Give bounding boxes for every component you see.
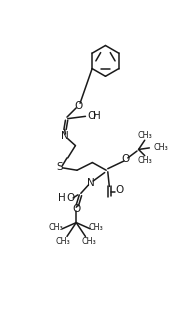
Text: CH₃: CH₃ [82,237,97,246]
Text: O: O [67,193,75,203]
Text: CH₃: CH₃ [137,156,152,165]
Text: H: H [93,111,101,121]
Text: O: O [74,100,83,111]
Text: O: O [72,204,80,214]
Text: N: N [87,178,95,187]
Text: CH₃: CH₃ [49,223,64,232]
Text: S: S [56,162,63,172]
Text: CH₃: CH₃ [137,131,152,140]
Text: O: O [121,154,130,164]
Text: O: O [87,111,95,121]
Text: O: O [115,185,123,195]
Text: H: H [58,193,65,203]
Text: N: N [61,131,69,141]
Text: CH₃: CH₃ [154,143,169,152]
Text: CH₃: CH₃ [89,223,104,232]
Text: CH₃: CH₃ [56,237,70,246]
